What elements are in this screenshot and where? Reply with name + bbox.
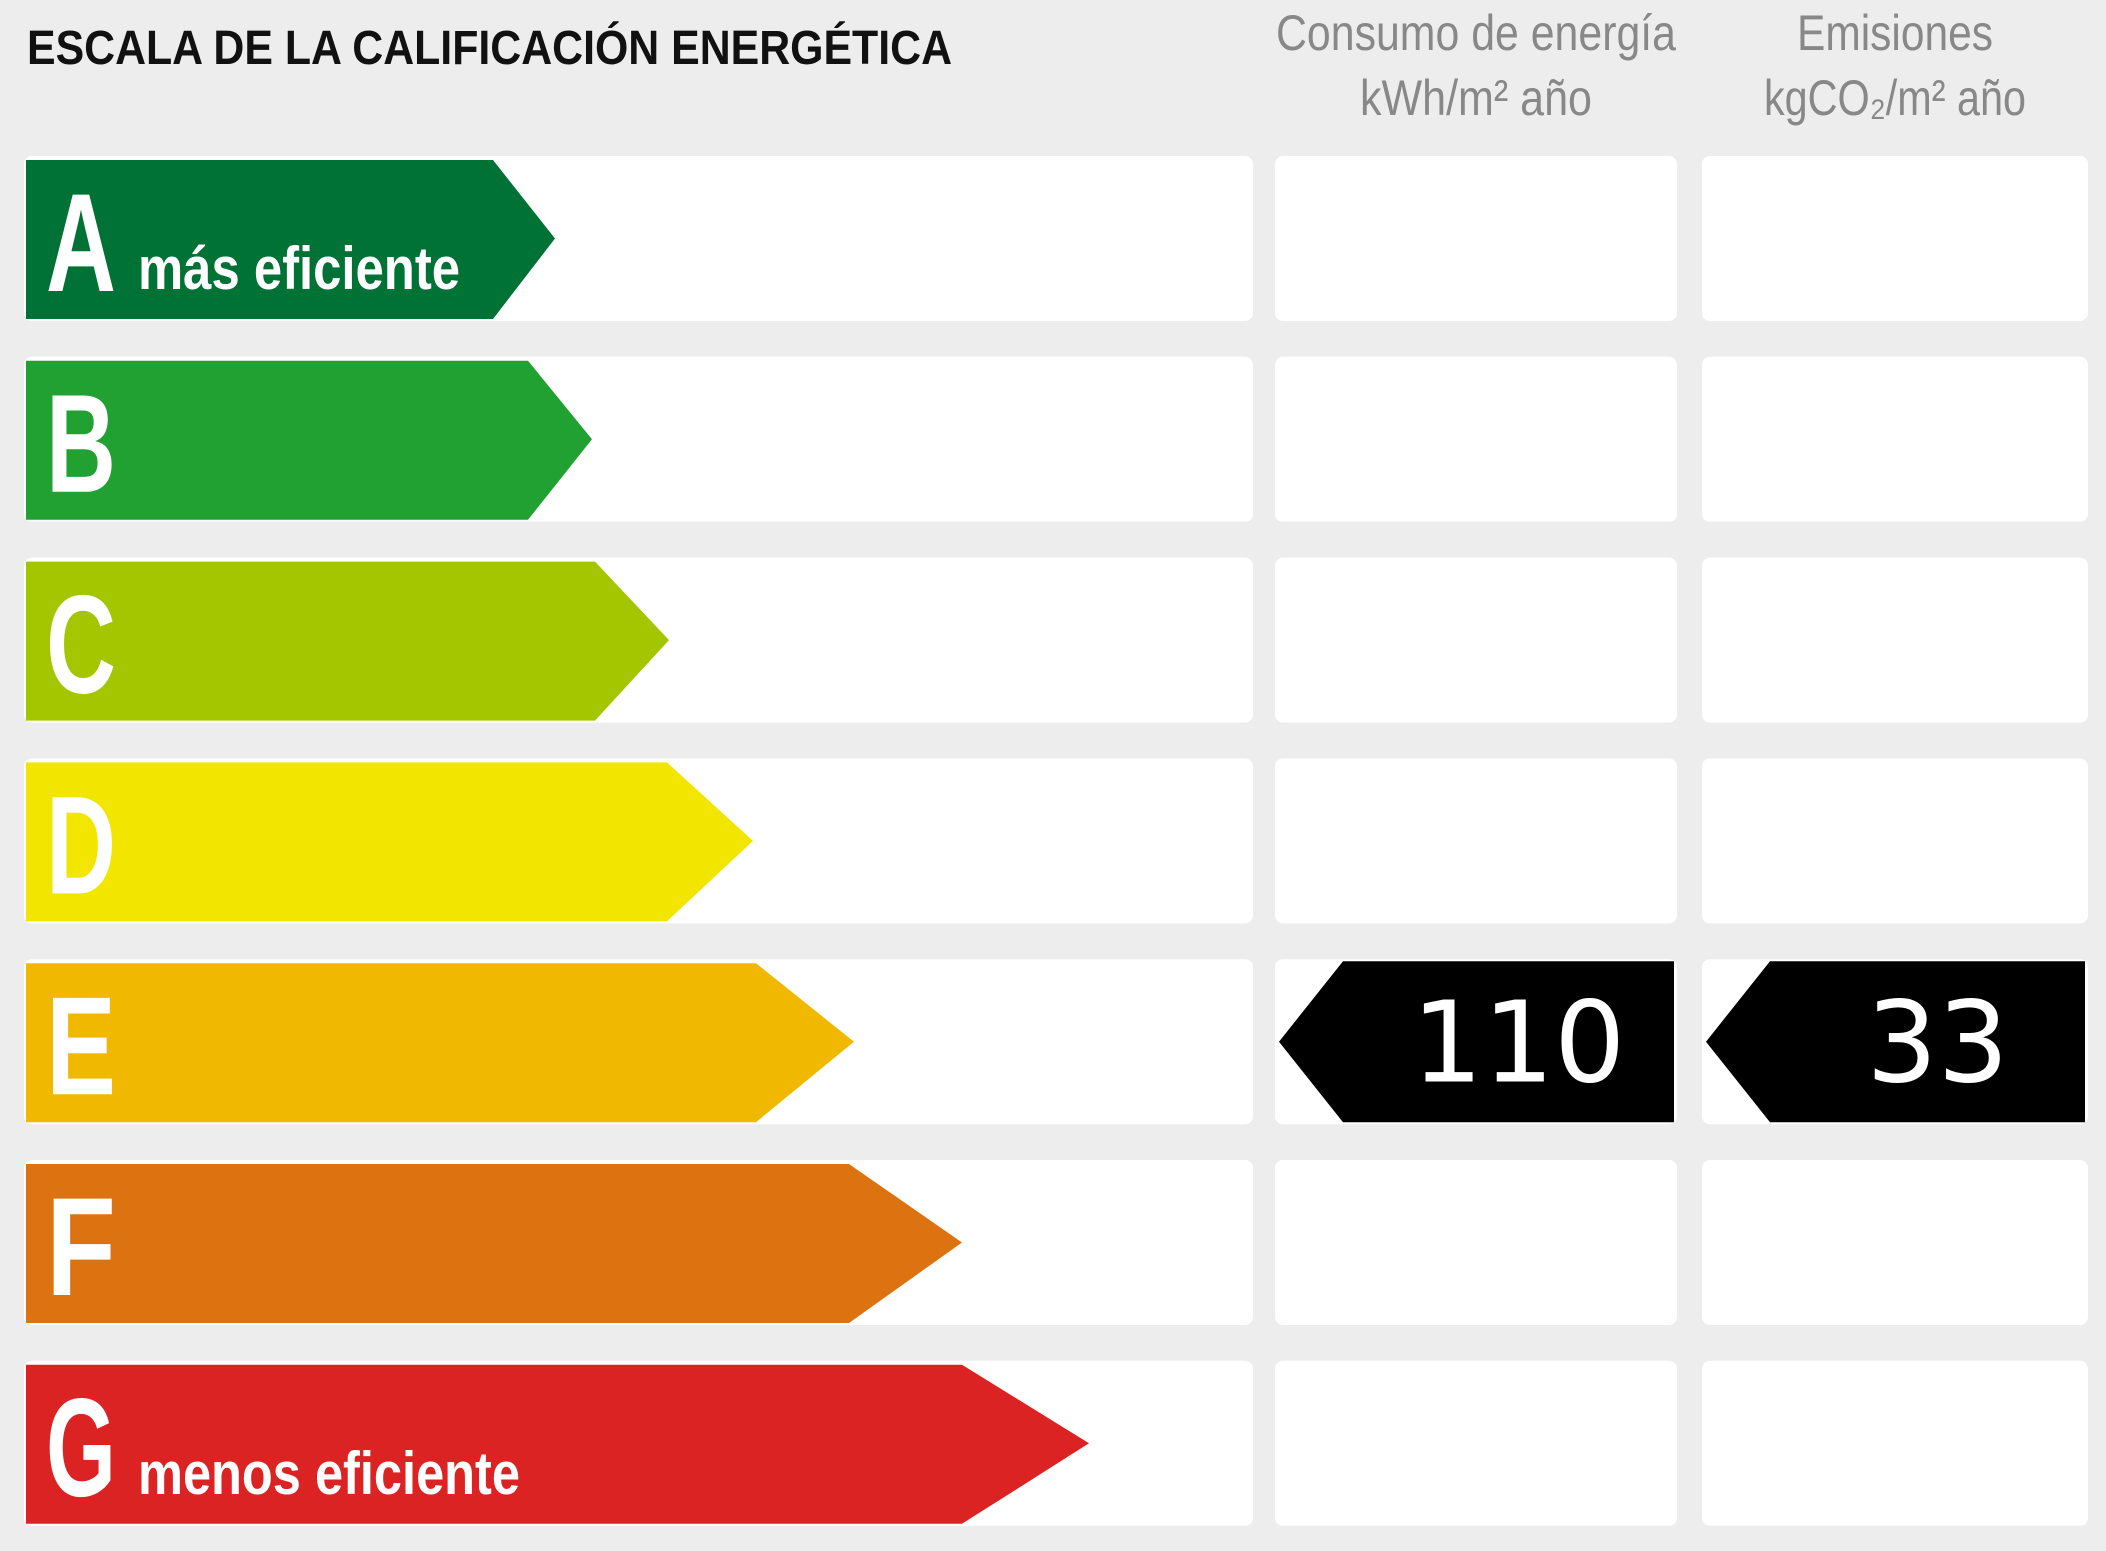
rating-letter: D bbox=[46, 766, 116, 923]
value-cell bbox=[1702, 1160, 2088, 1325]
value-cell bbox=[1275, 1160, 1677, 1325]
rating-arrow bbox=[26, 160, 555, 319]
rating-arrow bbox=[26, 561, 669, 721]
rating-letter: F bbox=[46, 1168, 116, 1325]
value-cell bbox=[1275, 758, 1677, 924]
current-value: 110 bbox=[1412, 979, 1626, 1109]
rating-letter: B bbox=[46, 365, 116, 522]
column-unit: kgCO₂/m² año bbox=[1764, 70, 2026, 126]
value-cell bbox=[1702, 758, 2088, 924]
value-cell bbox=[1275, 1360, 1677, 1526]
rating-arrow bbox=[26, 360, 592, 520]
rating-letter: A bbox=[46, 164, 116, 321]
rating-label: más eficiente bbox=[138, 235, 460, 302]
column-unit: kWh/m² año bbox=[1360, 70, 1592, 126]
current-indicator bbox=[1706, 961, 2085, 1123]
title: ESCALA DE LA CALIFICACIÓN ENERGÉTICA bbox=[27, 20, 952, 75]
value-cell bbox=[1702, 156, 2088, 321]
current-indicator bbox=[1279, 961, 1674, 1123]
rating-label: menos eficiente bbox=[138, 1440, 520, 1507]
value-cell bbox=[1702, 557, 2088, 723]
value-cell bbox=[1702, 356, 2088, 522]
value-cell bbox=[1275, 557, 1677, 723]
rating-arrow bbox=[26, 963, 854, 1123]
rating-arrow bbox=[26, 762, 753, 922]
value-cell bbox=[1275, 156, 1677, 321]
rating-letter: E bbox=[46, 967, 116, 1124]
column-title: Emisiones bbox=[1797, 5, 1993, 61]
value-cell bbox=[1702, 1360, 2088, 1526]
rating-arrow bbox=[26, 1164, 962, 1323]
current-value: 33 bbox=[1866, 979, 2009, 1109]
rating-letter: G bbox=[46, 1369, 116, 1526]
column-title: Consumo de energía bbox=[1276, 5, 1676, 61]
rating-arrow bbox=[26, 1364, 1089, 1524]
rating-letter: C bbox=[46, 566, 116, 723]
value-cell bbox=[1275, 356, 1677, 522]
